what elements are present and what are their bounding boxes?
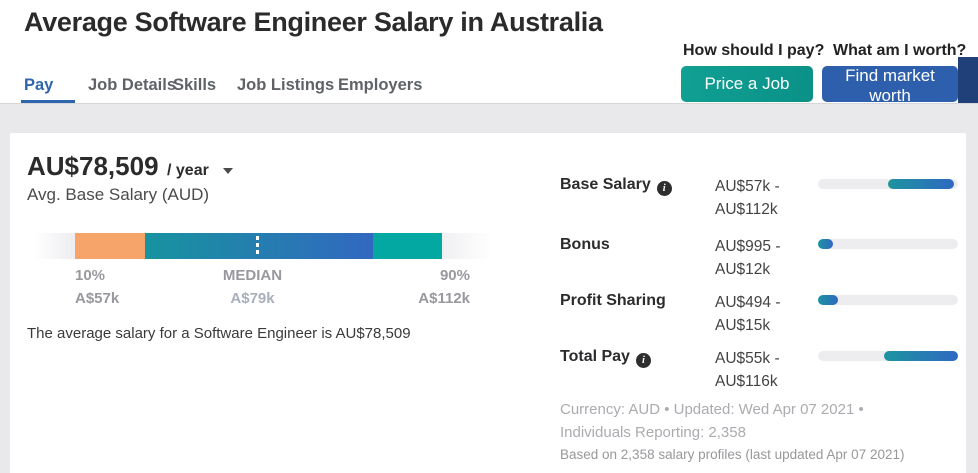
comp-range: AU$55k - AU$116k [715,347,818,393]
range-segment-mid [145,233,373,259]
comp-bar-fill [818,295,838,305]
salary-value: AU$78,509 [27,151,159,181]
p10-value: A$57k [75,290,120,307]
comp-bar-fill [888,179,954,189]
comp-label: Base Salary i [560,175,715,221]
tab-job-listings[interactable]: Job Listings [237,76,335,94]
range-segment-90th [373,233,442,259]
comp-bar-fill [883,351,958,361]
p10-label: 10% [75,267,106,284]
comp-label-text: Total Pay [560,348,630,365]
range-low: AU$995 - [715,238,781,255]
comp-bar-track [818,295,958,305]
tab-employers[interactable]: Employers [338,76,423,94]
comp-row-profit-sharing: Profit Sharingi AU$494 - AU$15k [560,291,960,337]
individuals-reporting-meta: Individuals Reporting: 2,358 [560,424,746,441]
comp-row-bonus: Bonusi AU$995 - AU$12k [560,235,960,281]
comp-bar-track [818,239,958,249]
range-fade-left [35,233,75,259]
comp-range: AU$494 - AU$15k [715,291,818,337]
profiles-note: Based on 2,358 salary profiles (last upd… [560,447,905,462]
comp-bar-track [818,179,958,189]
price-a-job-button[interactable]: Price a Job [681,66,813,102]
comp-range: AU$57k - AU$112k [715,175,818,221]
currency-updated-meta: Currency: AUD • Updated: Wed Apr 07 2021… [560,401,864,418]
range-high: AU$15k [715,317,771,334]
page-title: Average Software Engineer Salary in Aust… [24,7,603,37]
median-label: MEDIAN [222,267,283,284]
percentile-90: 90% A$112k [360,267,470,307]
percentile-10: 10% A$57k [75,267,119,307]
pay-summary-card: AU$78,509 / year Avg. Base Salary (AUD) … [10,133,966,473]
avg-base-salary-label: Avg. Base Salary (AUD) [27,185,210,204]
comp-label: Total Pay i [560,347,715,393]
comp-label: Bonusi [560,235,715,281]
range-high: AU$12k [715,261,771,278]
median-value: A$79k [230,290,275,307]
range-high: AU$112k [715,201,778,218]
find-market-worth-button[interactable]: Find market worth [822,66,958,105]
range-low: AU$55k - [715,350,780,367]
salary-period: / year [167,162,209,179]
comp-label-text: Base Salary [560,176,651,193]
range-low: AU$494 - [715,294,781,311]
average-salary-sentence: The average salary for a Software Engine… [27,325,411,342]
comp-bar-fill [818,239,834,249]
comp-range: AU$995 - AU$12k [715,235,818,281]
comp-label: Profit Sharingi [560,291,715,337]
chevron-down-icon[interactable] [223,167,234,174]
info-icon[interactable]: i [656,181,672,196]
range-fade-right [442,233,490,259]
tab-job-details[interactable]: Job Details [88,76,177,94]
tabs-divider [0,103,978,104]
comp-bar-track [818,351,958,361]
median-marker [256,236,259,256]
range-segment-10th [75,233,145,259]
salary-range-bar [35,233,490,259]
range-high: AU$116k [715,373,778,390]
cut-off-edge-element [958,57,978,110]
comp-row-total-pay: Total Pay i AU$55k - AU$116k [560,347,960,393]
p90-label: 90% [439,267,470,284]
p90-value: A$112k [418,290,470,307]
pay-question-label: How should I pay? [683,42,825,59]
tab-pay[interactable]: Pay [24,76,54,94]
range-low: AU$57k - [715,178,780,195]
info-icon[interactable]: i [635,353,651,368]
avg-salary-amount[interactable]: AU$78,509 / year [27,151,234,182]
comp-label-text: Bonus [560,236,610,253]
comp-row-base-salary: Base Salary i AU$57k - AU$112k [560,175,960,221]
comp-label-text: Profit Sharing [560,292,666,309]
tab-skills[interactable]: Skills [173,76,217,94]
active-tab-underline [21,100,75,104]
percentile-median: MEDIAN A$79k [185,267,320,307]
worth-question-label: What am I worth? [833,42,967,59]
